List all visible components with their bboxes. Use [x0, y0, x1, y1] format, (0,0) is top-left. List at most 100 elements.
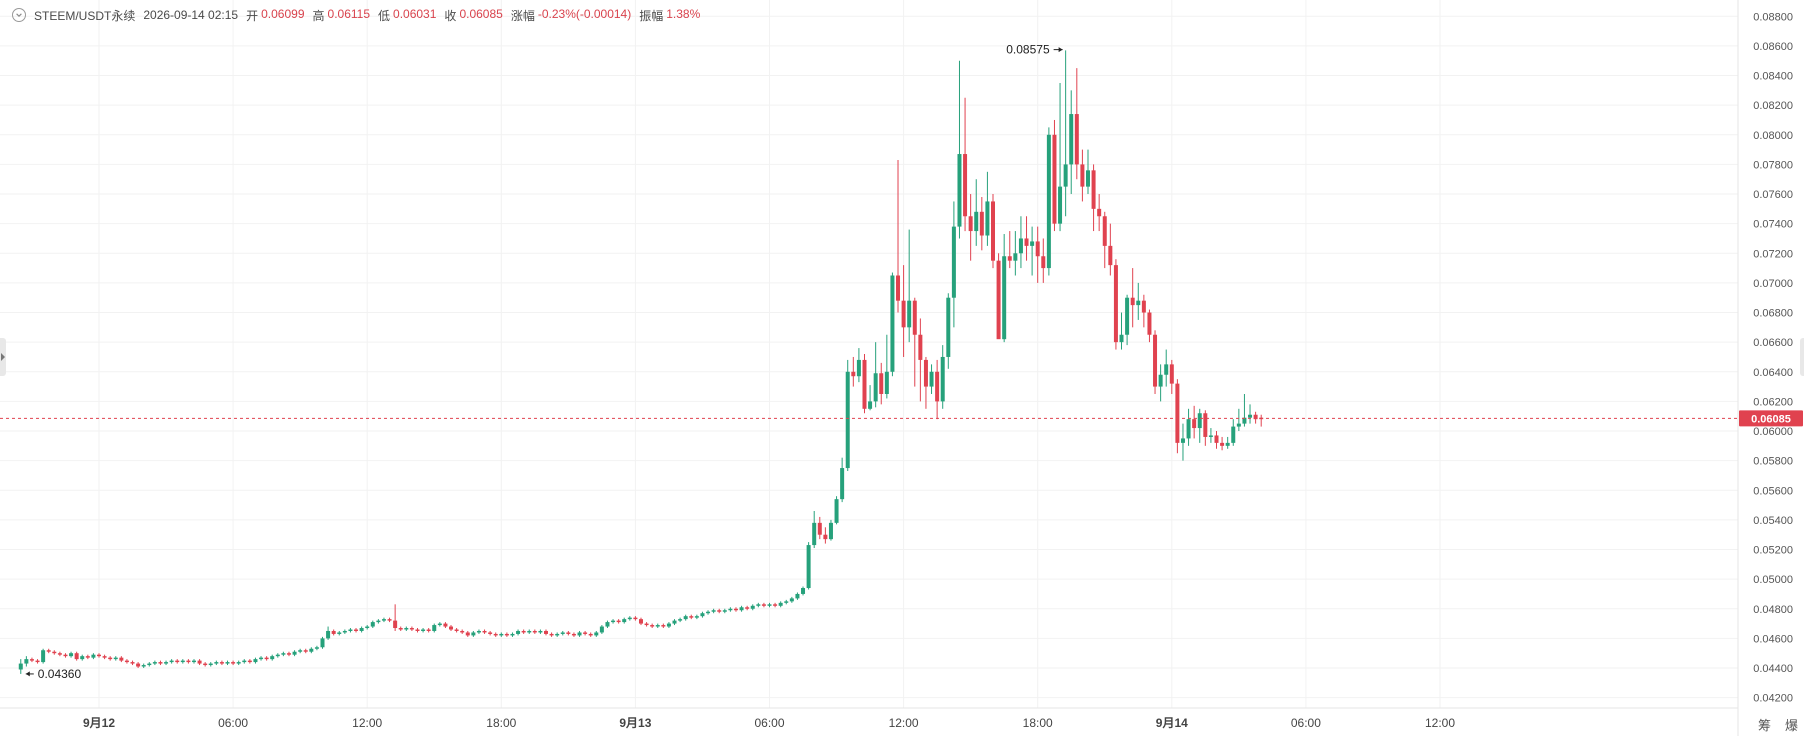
y-tick-label: 0.06000	[1753, 426, 1793, 438]
candle-body	[443, 623, 448, 627]
candle-body	[130, 662, 135, 664]
candle-body	[896, 275, 901, 301]
right-panel-toggle[interactable]	[1800, 338, 1804, 376]
candle-body	[1125, 297, 1130, 335]
candle-body	[136, 663, 141, 667]
candle-body	[633, 617, 638, 620]
candle-body	[549, 633, 554, 636]
close-group: 收 0.06085	[444, 7, 502, 24]
candle-body	[1130, 297, 1135, 306]
candle-body	[750, 605, 755, 609]
candle-body	[1052, 134, 1057, 224]
y-tick-label: 0.05600	[1753, 485, 1793, 497]
candle-body	[309, 648, 314, 652]
open-group: 开 0.06099	[246, 7, 304, 24]
max-price-arrow-head	[1058, 47, 1063, 53]
candle-body	[152, 662, 157, 664]
high-value: 0.06115	[327, 6, 371, 21]
candle-body	[180, 660, 185, 663]
candle-body	[588, 633, 593, 636]
candle-body	[69, 653, 74, 657]
candle-body	[46, 650, 51, 652]
low-group: 低 0.06031	[378, 7, 436, 24]
candle-body	[1030, 241, 1035, 246]
close-value: 0.06085	[459, 6, 503, 21]
candle-body	[856, 359, 861, 377]
candle-body	[683, 616, 688, 620]
x-tick-label: 12:00	[352, 716, 382, 730]
candle-body	[409, 628, 414, 630]
left-panel-toggle[interactable]	[0, 338, 6, 376]
candle-body	[1041, 256, 1046, 269]
open-value: 0.06099	[261, 6, 305, 21]
candle-body	[745, 607, 750, 609]
candle-body	[1007, 256, 1012, 261]
candle-body	[113, 657, 118, 660]
candle-body	[102, 656, 107, 658]
collapse-chevron-icon[interactable]	[12, 8, 26, 22]
candle-body	[108, 657, 113, 660]
min-price-arrow-head	[25, 671, 30, 677]
candle-body	[974, 211, 979, 232]
candle-body	[1175, 383, 1180, 443]
candle-body	[320, 638, 325, 648]
candle-body	[711, 610, 716, 612]
candle-body	[35, 660, 40, 663]
candle-body	[91, 654, 96, 658]
candle-body	[1208, 435, 1213, 437]
candle-body	[41, 650, 46, 663]
y-tick-label: 0.07600	[1753, 189, 1793, 201]
y-tick-label: 0.07800	[1753, 159, 1793, 171]
candle-body	[225, 662, 230, 664]
candle-body	[80, 656, 85, 660]
candle-body	[907, 300, 912, 328]
y-tick-label: 0.08000	[1753, 130, 1793, 142]
candle-body	[476, 630, 481, 633]
candle-body	[644, 623, 649, 626]
candle-body	[661, 625, 666, 627]
candle-body	[566, 632, 571, 634]
candle-body	[57, 653, 62, 655]
candle-body	[259, 657, 264, 660]
amplitude-group: 振幅 1.38%	[639, 7, 700, 24]
candle-body	[951, 226, 956, 298]
candle-body	[1097, 208, 1102, 217]
candle-body	[376, 620, 381, 623]
y-tick-label: 0.06800	[1753, 308, 1793, 320]
x-tick-label: 06:00	[754, 716, 784, 730]
candle-body	[571, 633, 576, 636]
liquidation-button[interactable]: 爆	[1784, 718, 1798, 733]
candle-body	[1192, 419, 1197, 429]
candle-body	[862, 359, 867, 409]
candle-body	[286, 653, 291, 655]
candle-body	[214, 662, 219, 664]
candle-body	[1069, 114, 1074, 165]
x-tick-label: 06:00	[218, 716, 248, 730]
candle-body	[516, 630, 521, 634]
y-tick-label: 0.06200	[1753, 396, 1793, 408]
low-value: 0.06031	[393, 6, 437, 21]
chip-distribution-button[interactable]: 筹	[1757, 718, 1771, 733]
candle-body	[605, 622, 610, 627]
candle-body	[97, 654, 101, 657]
symbol-name[interactable]: STEEM/USDT永续	[34, 8, 136, 23]
y-tick-label: 0.05800	[1753, 456, 1793, 468]
candle-body	[314, 647, 319, 649]
candle-body	[158, 662, 163, 664]
candle-body	[968, 216, 973, 232]
y-tick-label: 0.06400	[1753, 367, 1793, 379]
candle-body	[560, 632, 565, 634]
candle-body	[488, 632, 493, 634]
x-tick-label: 06:00	[1291, 716, 1321, 730]
x-tick-label: 12:00	[889, 716, 919, 730]
candle-body	[784, 601, 789, 603]
candle-body	[912, 300, 917, 335]
candle-body	[666, 623, 671, 627]
candle-body	[331, 630, 336, 634]
candle-body	[544, 630, 548, 634]
candle-body	[208, 663, 213, 666]
low-label: 低	[378, 8, 391, 23]
candle-body	[1231, 426, 1236, 443]
candle-body	[1136, 300, 1141, 306]
